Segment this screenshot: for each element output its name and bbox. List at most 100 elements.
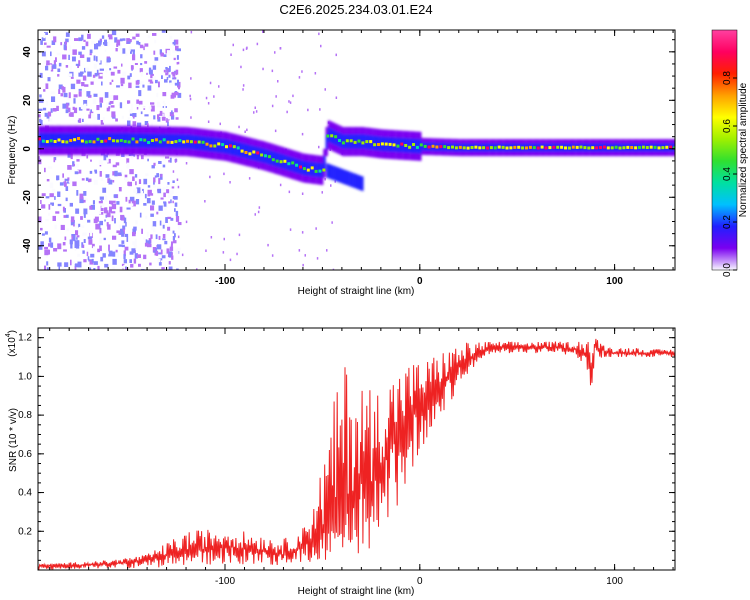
ridge-core — [571, 145, 575, 149]
noise-cell — [161, 255, 166, 259]
noise-cell — [147, 123, 149, 127]
ridge-edge — [323, 156, 326, 171]
ridge-core — [115, 139, 119, 143]
noise-cell — [136, 187, 141, 194]
noise-cell — [277, 80, 279, 83]
ridge-core — [447, 146, 451, 150]
noise-cell — [109, 206, 112, 213]
noise-cell — [65, 197, 68, 202]
noise-cell — [155, 250, 159, 256]
noise-cell — [169, 124, 172, 128]
noise-cell — [89, 267, 92, 270]
noise-cell — [44, 32, 48, 35]
noise-cell — [256, 42, 259, 46]
noise-cell — [124, 174, 128, 180]
ridge-edge — [355, 134, 359, 149]
noise-cell — [229, 258, 232, 262]
ridge-edge — [75, 133, 78, 148]
noise-cell — [314, 72, 317, 75]
noise-cell — [107, 158, 111, 164]
ridge-core — [602, 145, 606, 149]
noise-cell — [172, 170, 175, 173]
ridge-core — [669, 145, 673, 149]
noise-cell — [63, 249, 67, 252]
noise-cell — [131, 200, 136, 207]
noise-cell — [82, 250, 85, 254]
noise-cell — [78, 72, 83, 77]
noise-cell — [176, 48, 181, 52]
ridge-edge — [94, 133, 97, 148]
noise-cell — [242, 88, 244, 91]
noise-cell — [56, 105, 59, 111]
ridge-core — [622, 146, 626, 150]
ridge-core — [92, 140, 96, 144]
ridge-edge — [157, 133, 160, 149]
ridge-core — [564, 146, 567, 150]
noise-cell — [167, 226, 171, 231]
noise-cell — [82, 88, 85, 93]
ridge-core — [365, 140, 369, 144]
noise-cell — [158, 205, 163, 211]
noise-cell — [166, 50, 171, 56]
ridge-edge — [379, 136, 382, 151]
noise-cell — [166, 248, 170, 254]
noise-cell — [44, 167, 46, 173]
noise-cell — [274, 51, 276, 54]
ridge-core — [279, 160, 283, 164]
ridge-edge — [168, 133, 172, 149]
noise-cell — [78, 37, 83, 42]
noise-cell — [131, 103, 133, 110]
noise-cell — [113, 66, 118, 69]
noise-cell — [44, 249, 49, 256]
noise-cell — [106, 251, 109, 255]
noise-cell — [154, 57, 159, 61]
noise-cell — [157, 258, 161, 263]
ridge-core — [439, 145, 443, 149]
noise-cell — [173, 79, 177, 84]
noise-cell — [126, 158, 130, 164]
ridge-branch — [345, 170, 348, 186]
ridge-core — [493, 146, 497, 150]
ridge-core — [225, 145, 228, 149]
ridge-edge — [344, 134, 347, 149]
noise-cell — [147, 240, 151, 246]
noise-cell — [46, 179, 50, 182]
noise-cell — [93, 55, 96, 61]
noise-cell — [133, 258, 137, 264]
noise-cell — [44, 246, 48, 249]
noise-cell — [147, 158, 149, 162]
snr-scale-exponent: 4 — [5, 333, 12, 337]
ridge-core — [326, 134, 330, 138]
noise-cell — [53, 60, 56, 66]
noise-cell — [129, 113, 134, 116]
ridge-edge — [87, 133, 90, 148]
ridge-edge — [180, 134, 184, 149]
noise-cell — [117, 69, 121, 74]
noise-cell — [46, 101, 48, 106]
ridge-core — [104, 139, 108, 143]
noise-cell — [133, 188, 138, 193]
noise-cell — [81, 225, 85, 228]
noise-cell — [110, 202, 114, 205]
noise-cell — [131, 248, 136, 253]
noise-cell — [248, 177, 251, 180]
noise-cell — [90, 81, 94, 85]
noise-cell — [92, 246, 96, 251]
noise-cell — [129, 259, 132, 263]
ridge-edge — [52, 133, 55, 148]
noise-cell — [149, 262, 152, 266]
noise-cell — [47, 77, 51, 82]
ridge-branch — [334, 166, 337, 181]
noise-cell — [168, 266, 173, 270]
noise-cell — [120, 77, 125, 84]
noise-cell — [41, 51, 46, 57]
noise-cell — [105, 174, 110, 178]
noise-cell — [80, 71, 84, 74]
noise-cell — [236, 252, 238, 256]
noise-cell — [144, 193, 147, 199]
ridge-core — [470, 146, 474, 149]
ridge-branch — [341, 169, 345, 184]
noise-cell — [70, 76, 74, 79]
noise-cell — [63, 178, 67, 184]
noise-cell — [78, 91, 82, 97]
